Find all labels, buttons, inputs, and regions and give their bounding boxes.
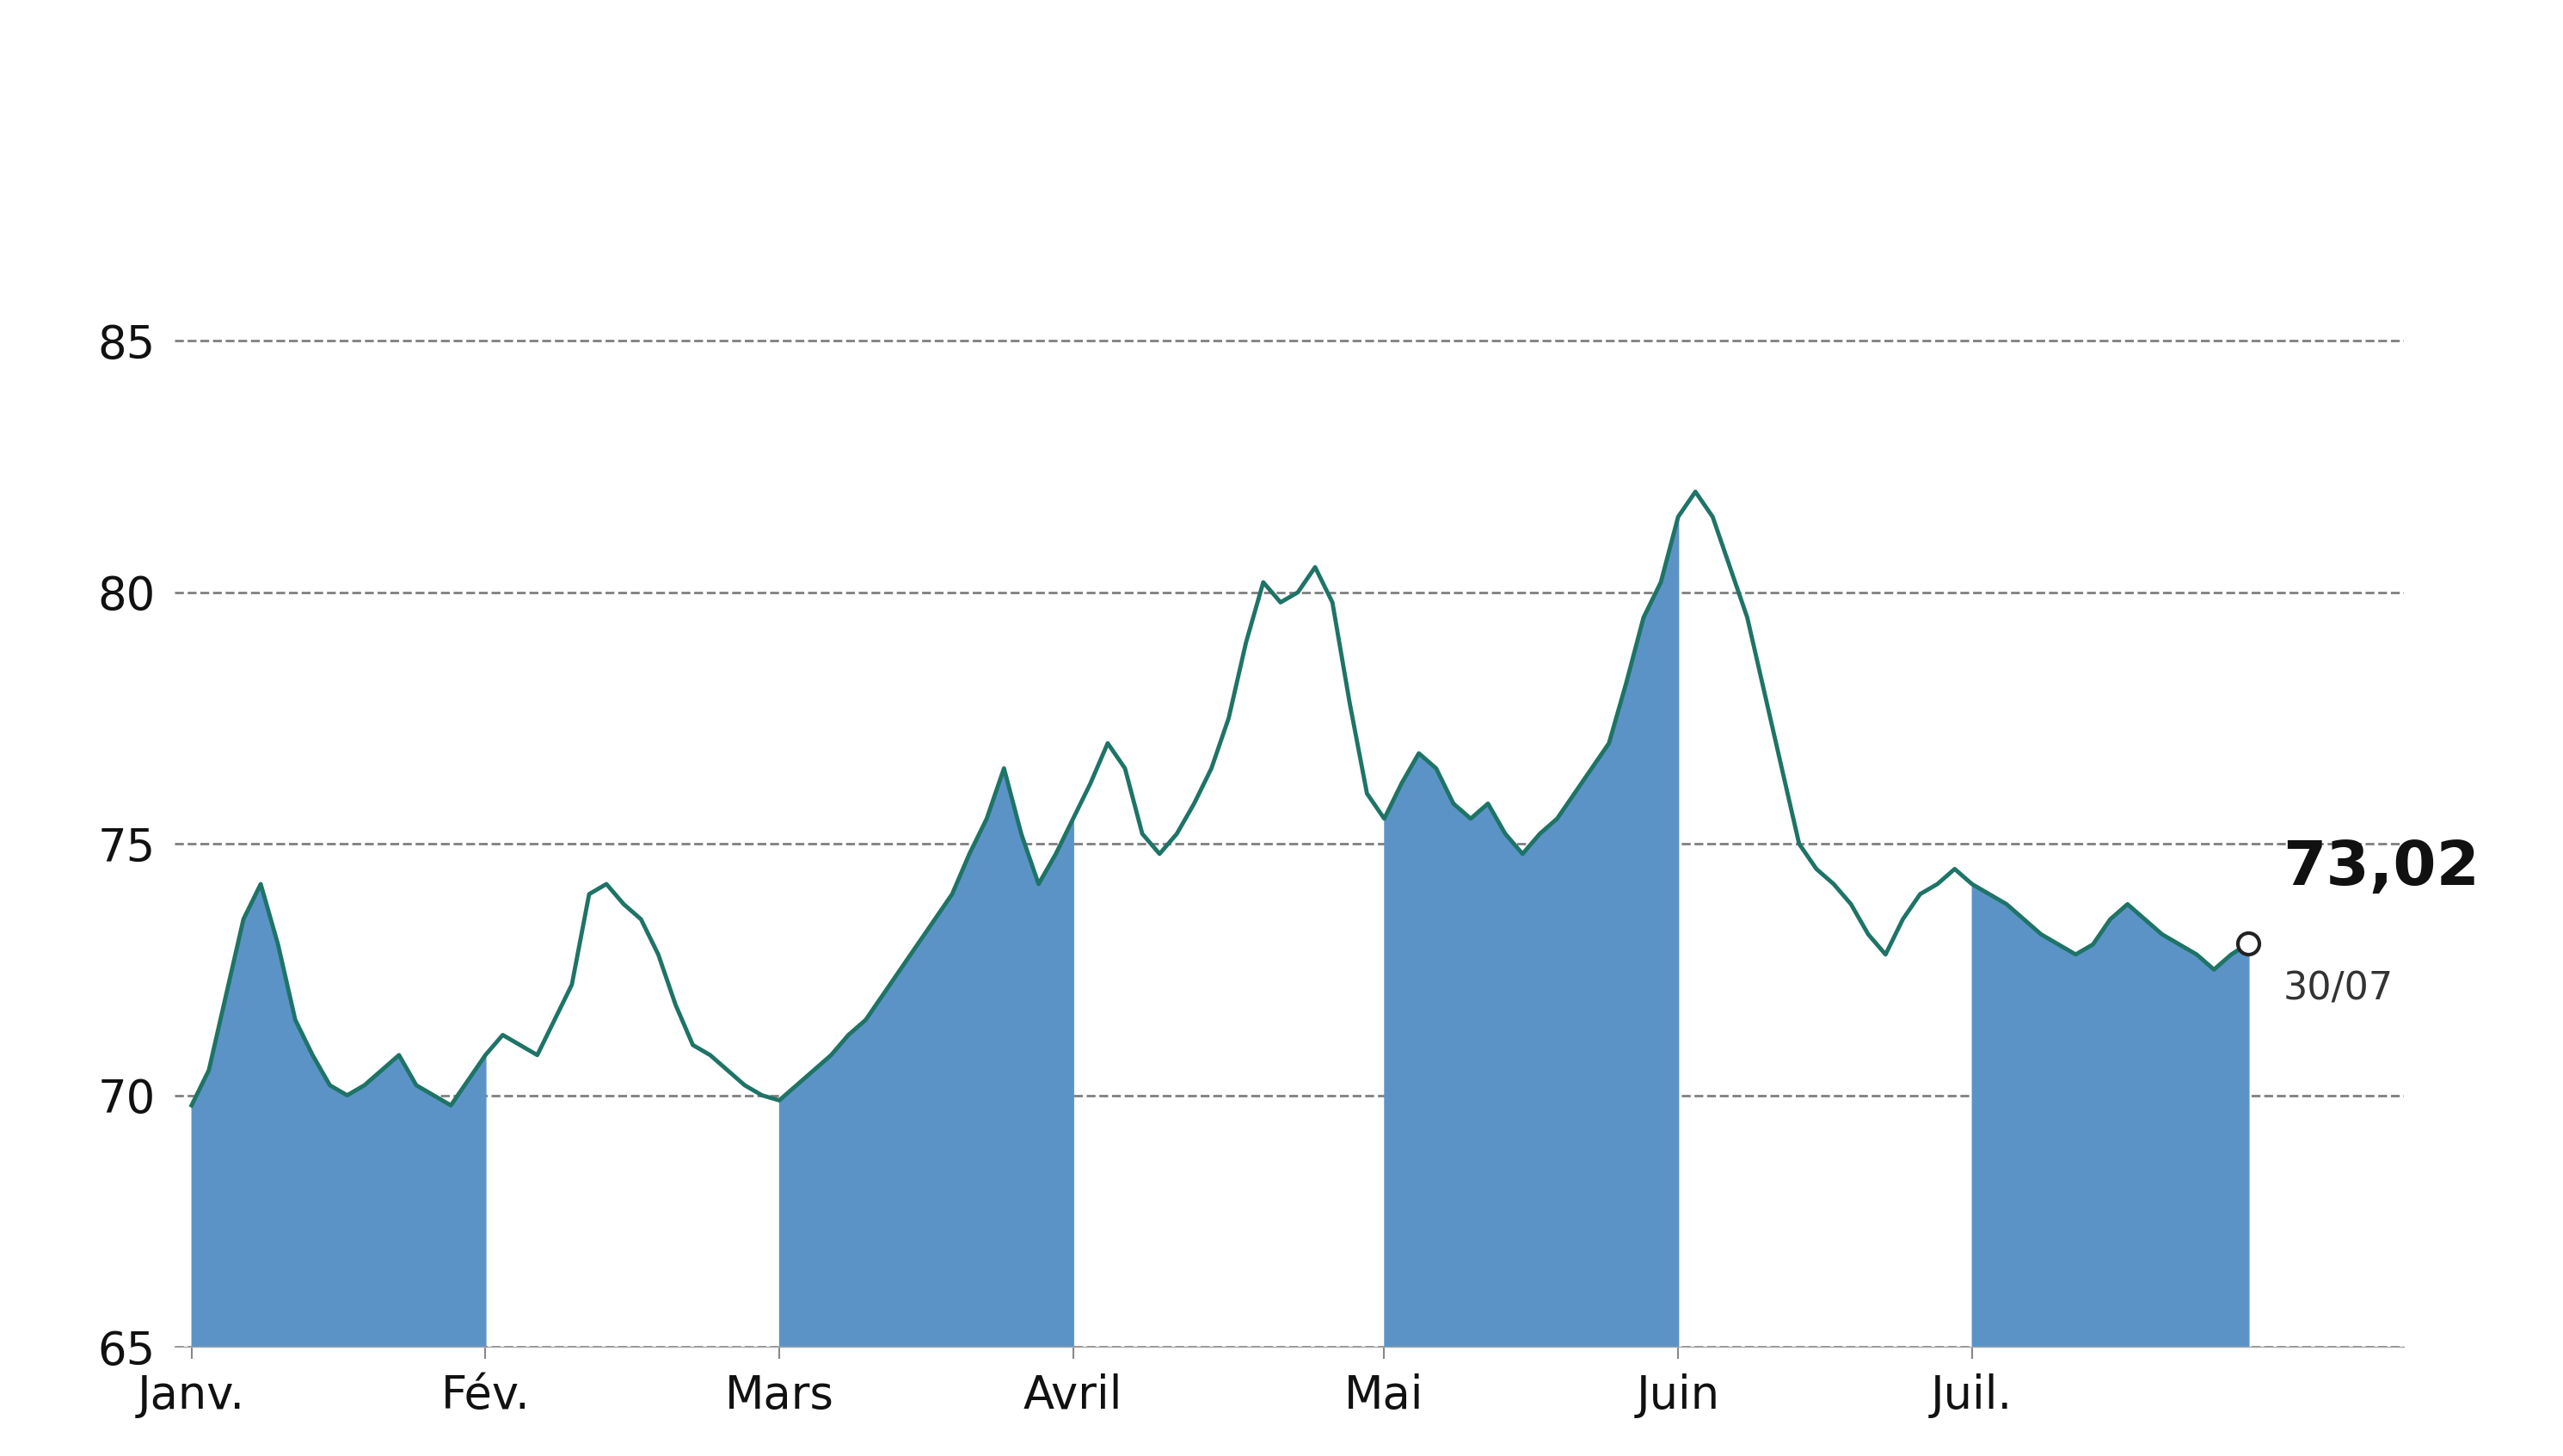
Text: 30/07: 30/07: [2284, 970, 2394, 1008]
Text: CRCAM ALP.PROV.CCI: CRCAM ALP.PROV.CCI: [607, 15, 1956, 124]
Text: 73,02: 73,02: [2284, 839, 2481, 898]
